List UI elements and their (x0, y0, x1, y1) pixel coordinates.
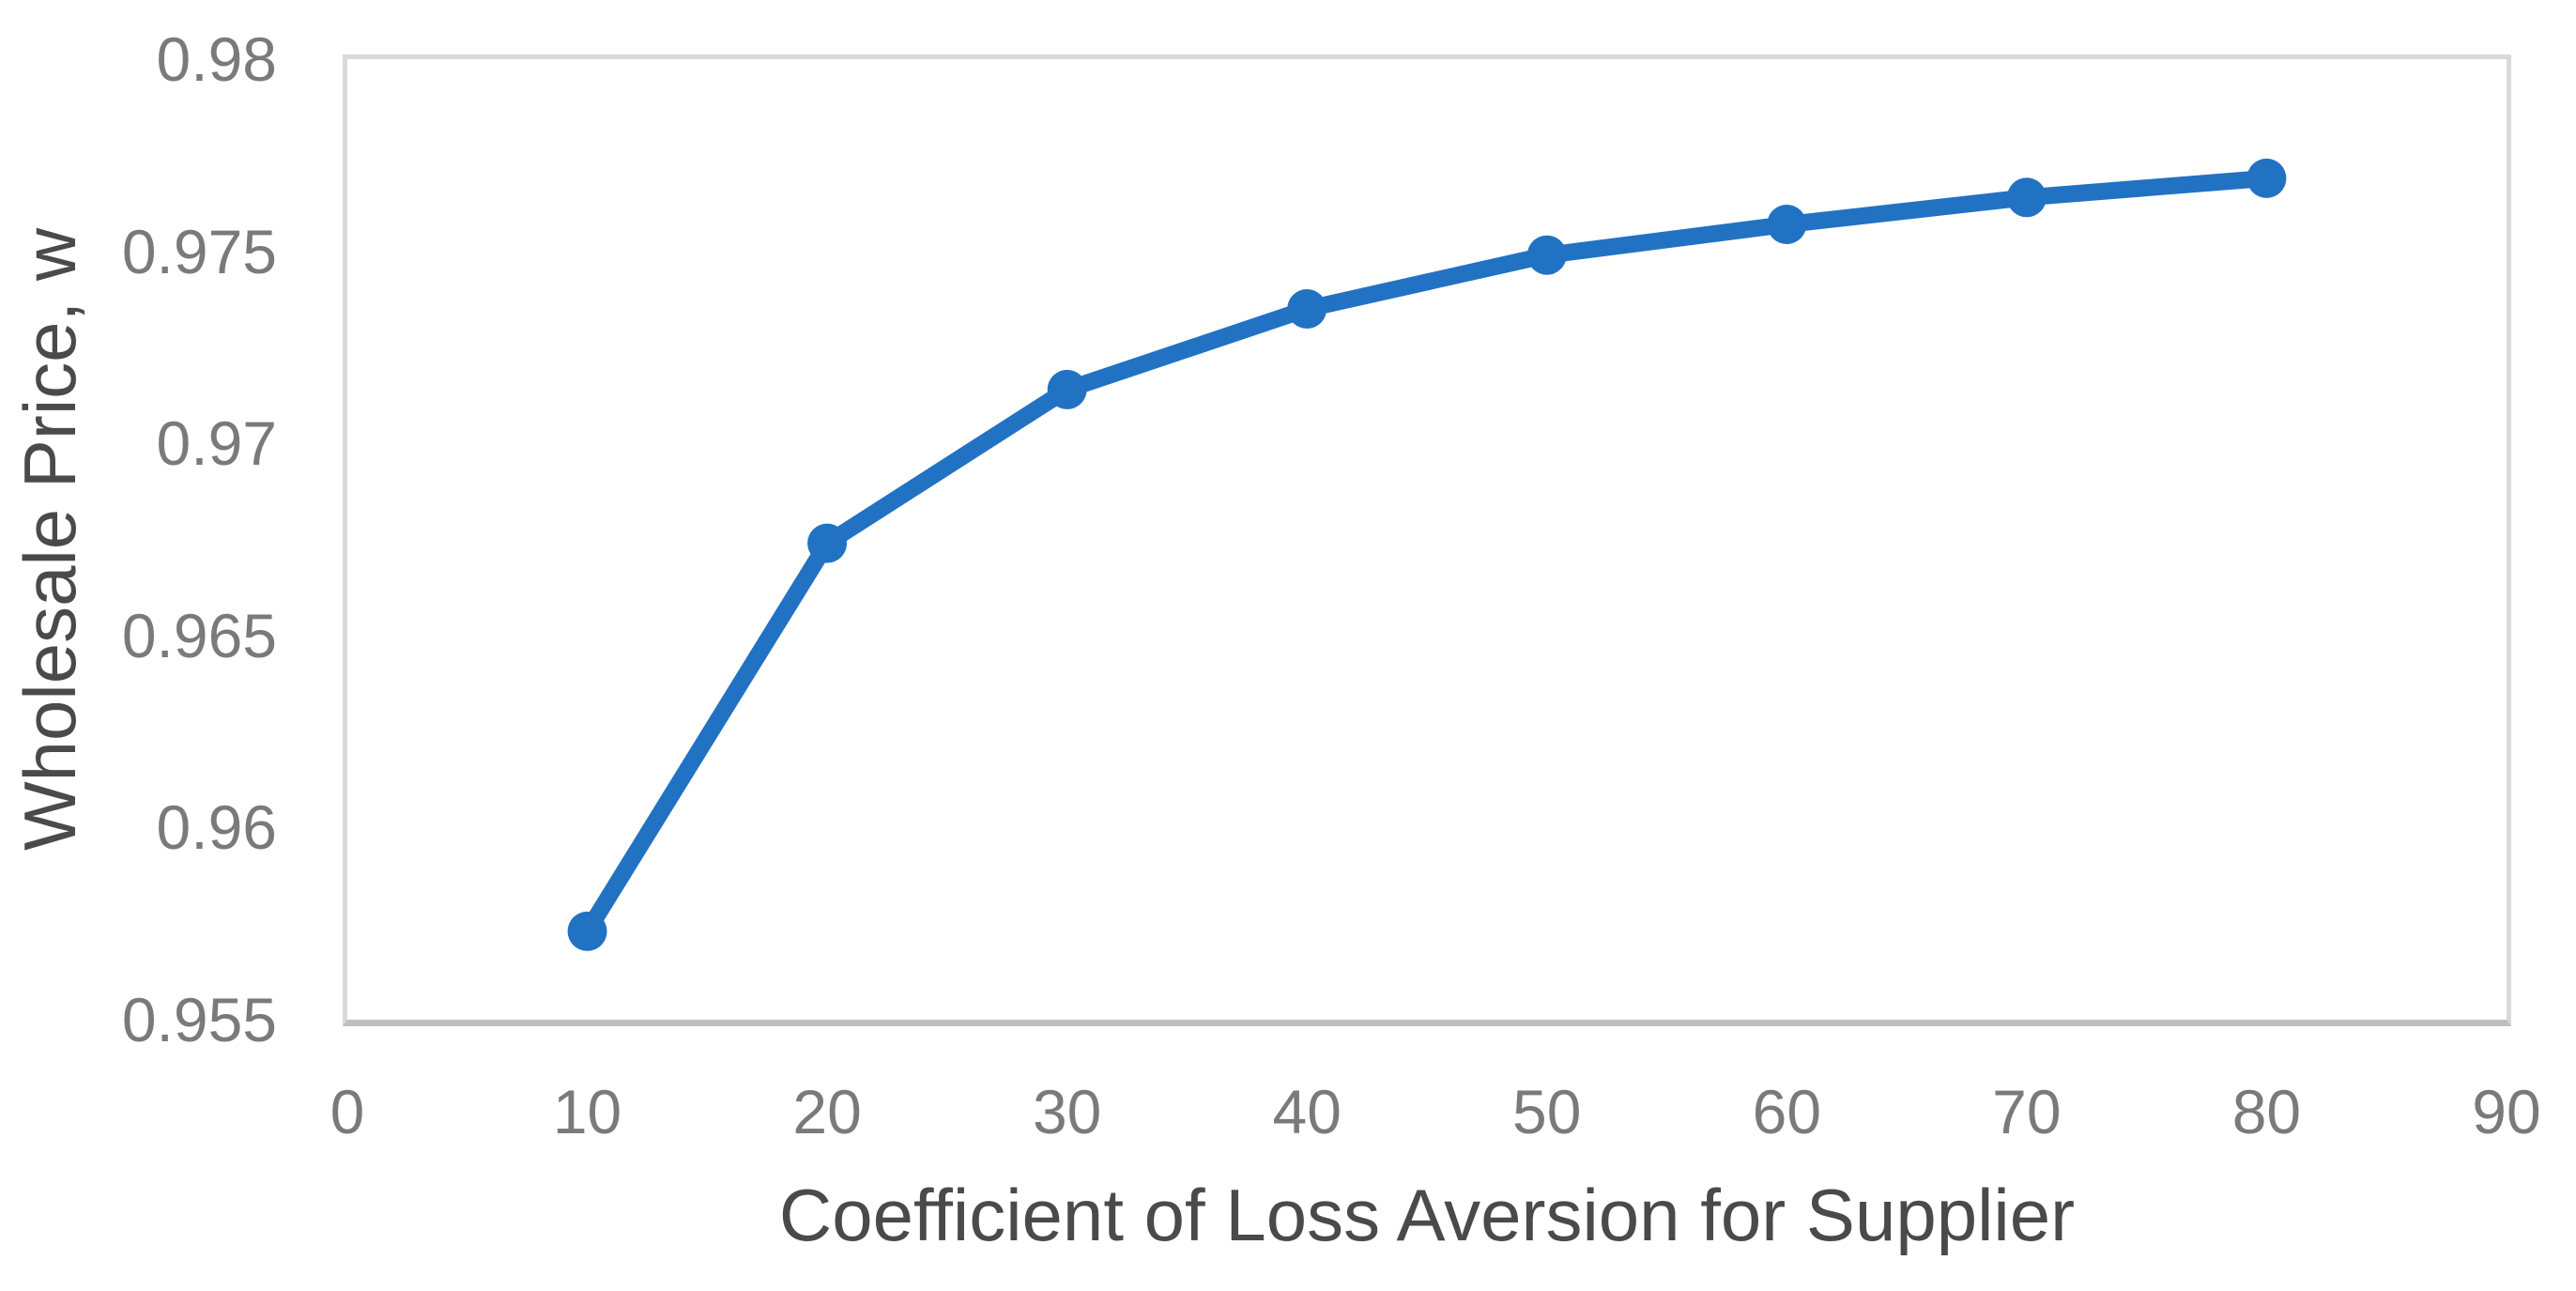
data-point-marker (1767, 205, 1807, 244)
data-point-marker (567, 911, 607, 951)
data-point-marker (1047, 369, 1087, 409)
x-tick-label: 90 (2472, 1077, 2541, 1146)
x-tick-label: 10 (552, 1077, 622, 1146)
x-tick-label: 50 (1512, 1077, 1582, 1146)
x-tick-label: 0 (330, 1077, 365, 1146)
x-tick-label: 30 (1032, 1077, 1102, 1146)
plot-area-border (343, 54, 2511, 1026)
y-tick-label: 0.97 (156, 408, 277, 479)
x-tick-label: 80 (2231, 1077, 2302, 1146)
x-tick-label: 60 (1752, 1077, 1822, 1146)
data-point-marker (807, 523, 848, 563)
data-point-marker (2006, 177, 2047, 218)
data-point-marker (2246, 158, 2287, 198)
y-tick-label: 0.96 (156, 792, 277, 863)
x-axis-title: Coefficient of Loss Aversion for Supplie… (778, 1174, 2076, 1256)
y-axis-title: Wholesale Price, w (8, 227, 91, 852)
data-point-marker (1526, 235, 1567, 275)
y-tick-label: 0.965 (121, 600, 277, 670)
x-tick-label: 40 (1272, 1077, 1342, 1146)
data-point-marker (1287, 289, 1327, 329)
y-tick-label: 0.955 (121, 985, 277, 1054)
y-tick-label: 0.975 (121, 216, 277, 286)
x-tick-label: 70 (1992, 1077, 2062, 1146)
plot-svg (567, 158, 2287, 951)
x-tick-label: 20 (792, 1077, 862, 1146)
series-line (578, 169, 2276, 940)
y-tick-label: 0.98 (156, 24, 277, 94)
